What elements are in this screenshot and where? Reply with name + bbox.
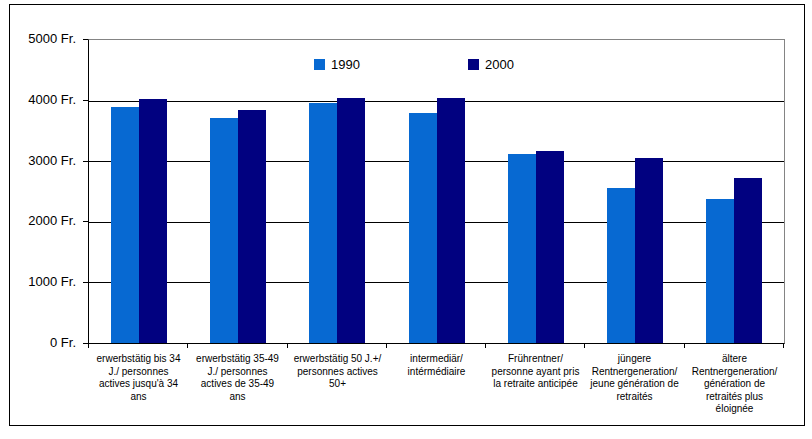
category-label-line: génération de [681,378,788,391]
category-label-line: ans [184,391,291,404]
x-tick-3 [386,344,387,348]
category-label-line: J./ personnes [184,366,291,379]
plot-area [88,39,785,344]
bar-1990-category-7 [706,199,734,343]
y-tick-label: 5000 Fr. [12,32,76,46]
y-tick-label: 2000 Fr. [12,214,76,228]
bar-2000-category-1 [139,99,167,343]
bar-2000-category-3 [337,98,365,343]
category-label-4: intermediär/intérmédiaire [383,353,490,378]
category-label-line: retraités plus [681,391,788,404]
category-label-line: Rentnergeneration/ [681,366,788,379]
y-tick-5000 [83,39,88,40]
category-label-line: personne ayant pris [482,366,589,379]
y-tick-2000 [83,221,88,222]
bar-2000-category-2 [238,110,266,343]
x-tick-5 [584,344,585,348]
x-tick-1 [187,344,188,348]
category-label-line: erwerbstätig 50 J.+/ [284,353,391,366]
x-tick-6 [684,344,685,348]
category-label-line: erwerbstätig 35-49 [184,353,291,366]
category-label-line: la retraite anticipée [482,378,589,391]
bar-1990-category-5 [508,154,536,343]
category-label-line: jüngere [581,353,688,366]
category-label-line: Rentnergeneration/ [581,366,688,379]
y-tick-label: 0 Fr. [12,336,76,350]
y-tick-3000 [83,161,88,162]
legend-entry-2000: 2000 [468,58,514,71]
bar-1990-category-4 [409,113,437,343]
category-label-line: intérmédiaire [383,366,490,379]
y-tick-4000 [83,100,88,101]
category-label-3: erwerbstätig 50 J.+/personnes actives50+ [284,353,391,391]
bar-2000-category-4 [437,98,465,343]
y-tick-label: 1000 Fr. [12,275,76,289]
legend-entry-1990: 1990 [314,58,360,71]
category-label-line: personnes actives [284,366,391,379]
chart-canvas: 0 Fr. 1000 Fr. 2000 Fr. 3000 Fr. 4000 Fr. 500… [0,0,812,439]
x-tick-7 [783,344,784,348]
x-tick-4 [485,344,486,348]
x-tick-2 [287,344,288,348]
bar-1990-category-2 [210,118,238,343]
y-tick-label: 4000 Fr. [12,93,76,107]
category-label-line: Frührentner/ [482,353,589,366]
chart-frame: 0 Fr. 1000 Fr. 2000 Fr. 3000 Fr. 4000 Fr. 500… [9,4,805,426]
category-label-line: jeune génération de [581,378,688,391]
bar-1990-category-6 [607,188,635,343]
bar-2000-category-6 [635,158,663,343]
legend-swatch-2000 [468,59,479,70]
category-label-2: erwerbstätig 35-49J./ personnesactives d… [184,353,291,403]
category-label-line: erwerbstätig bis 34 [85,353,192,366]
category-label-line: ältere [681,353,788,366]
category-label-line: retraités [581,391,688,404]
category-label-line: intermediär/ [383,353,490,366]
x-tick-0 [88,344,89,348]
bar-2000-category-5 [536,151,564,343]
bar-1990-category-1 [111,107,139,343]
category-label-line: ans [85,391,192,404]
category-label-line: éloignée [681,403,788,416]
category-label-5: Frührentner/personne ayant prisla retrai… [482,353,589,391]
y-tick-1000 [83,282,88,283]
legend-label-1990: 1990 [331,58,360,71]
category-label-line: actives de 35-49 [184,378,291,391]
category-label-1: erwerbstätig bis 34J./ personnesactives … [85,353,192,403]
legend-label-2000: 2000 [485,58,514,71]
y-tick-label: 3000 Fr. [12,154,76,168]
bar-1990-category-3 [309,103,337,343]
legend-swatch-1990 [314,59,325,70]
category-label-7: ältereRentnergeneration/génération deret… [681,353,788,416]
category-label-line: 50+ [284,378,391,391]
category-label-line: J./ personnes [85,366,192,379]
bar-2000-category-7 [734,178,762,343]
category-label-line: actives jusqu'à 34 [85,378,192,391]
category-label-6: jüngereRentnergeneration/jeune génératio… [581,353,688,403]
